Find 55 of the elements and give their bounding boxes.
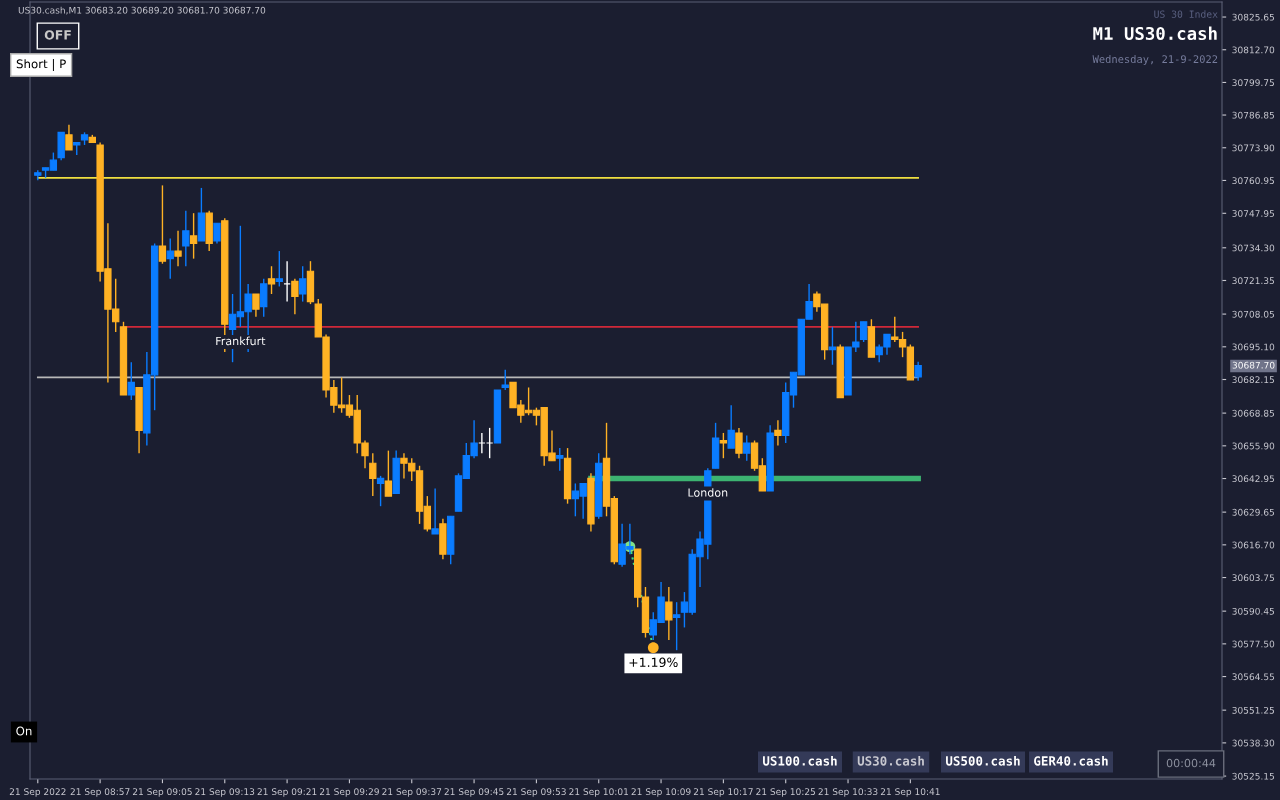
annotation: OFF [44,30,71,40]
x-tick-label: 21 Sep 10:17 [693,788,753,797]
y-tick-label: 30668.85 [1232,409,1275,417]
x-tick-label: 21 Sep 09:53 [506,788,566,797]
x-tick-label: 21 Sep 09:29 [319,788,379,797]
annotation: Wednesday, 21-9-2022 [1092,54,1218,66]
y-tick-label: 30825.65 [1232,13,1275,21]
y-tick-label: 30590.45 [1232,607,1275,615]
annotation: 00:00:44 [1166,758,1216,768]
y-tick-label: 30603.75 [1232,574,1275,582]
x-tick-label: 21 Sep 10:41 [880,788,940,797]
x-tick-label: 21 Sep 2022 [9,788,66,797]
text: US 30 Index [1154,10,1218,18]
y-tick-label: 30564.55 [1232,673,1275,681]
x-tick-label: 21 Sep 09:37 [382,788,442,797]
y-tick-label: 30525.15 [1232,772,1275,780]
text: 30687.70 [1232,361,1275,369]
x-tick-label: 21 Sep 10:09 [631,788,691,797]
annotation: On [16,726,32,736]
x-tick-label: 21 Sep 09:13 [195,788,255,797]
x-tick-label: 21 Sep 09:21 [257,788,317,797]
annotation: +1.19% [629,657,678,668]
annotation: US30.cash [857,755,924,766]
annotation: London [688,488,728,497]
y-tick-label: 30721.35 [1232,277,1275,285]
annotation: Short | P [16,59,66,71]
annotation: US30.cash,M1 30683.20 30689.20 30681.70 30687.70 [18,6,266,15]
y-tick-label: 30655.90 [1232,442,1275,450]
y-tick-label: 30577.50 [1232,640,1275,648]
y-tick-label: 30695.10 [1232,343,1275,351]
annotation: Frankfurt [216,336,266,346]
x-tick-label: 21 Sep 08:57 [70,788,130,797]
y-tick-label: 30708.05 [1232,310,1275,318]
y-tick-label: 30760.95 [1232,177,1275,185]
x-tick-label: 21 Sep 10:25 [756,788,816,797]
y-tick-label: 30786.85 [1232,111,1275,119]
annotation: GER40.cash [1034,755,1108,766]
y-tick-label: 30642.95 [1232,475,1275,483]
y-tick-label: 30538.30 [1232,739,1275,747]
annotation: US500.cash [946,755,1020,766]
x-tick-label: 21 Sep 10:33 [818,788,878,797]
x-tick-label: 21 Sep 09:05 [132,788,192,797]
y-tick-label: 30799.75 [1232,79,1275,87]
y-tick-label: 30747.95 [1232,210,1275,217]
x-tick-label: 21 Sep 09:45 [444,788,504,797]
y-tick-label: 30773.90 [1232,144,1275,152]
y-tick-label: 30734.30 [1232,244,1275,252]
y-tick-label: 30629.65 [1232,508,1275,516]
y-tick-label: 30812.70 [1232,46,1275,54]
annotation: US100.cash [763,755,837,766]
x-tick-label: 21 Sep 10:01 [569,788,629,797]
y-tick-label: 30682.15 [1232,376,1275,384]
y-tick-label: 30551.25 [1232,706,1275,714]
text: M1 US30.cash [1093,26,1217,41]
y-tick-label: 30616.70 [1232,541,1275,549]
